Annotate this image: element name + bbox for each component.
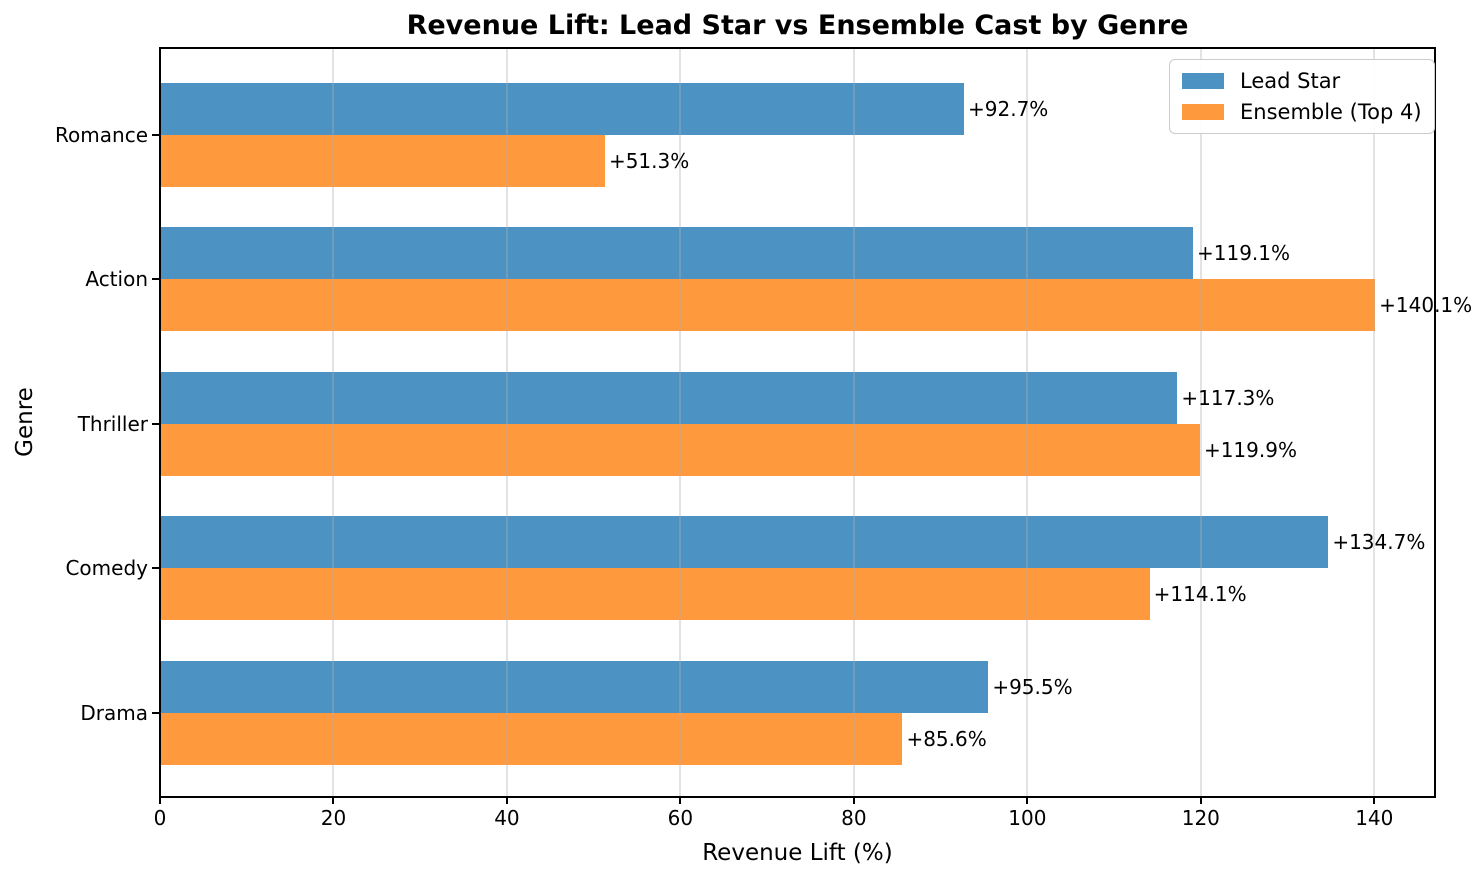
- y-tick-mark: [152, 134, 159, 136]
- y-tick-mark: [152, 567, 159, 570]
- x-axis-label: Revenue Lift (%): [702, 840, 893, 866]
- y-tick-label-romance: Romance: [55, 123, 148, 147]
- plot-area: +92.7% +119.1% +117.3% +134.7% +95.5% +51.3% +…: [160, 48, 1472, 797]
- x-tick-label: 0: [153, 806, 167, 830]
- bar-lead-star-drama: [160, 660, 989, 713]
- x-tick-mark: [852, 797, 855, 804]
- bar-lead-star-comedy: [160, 516, 1329, 569]
- y-tick-label-drama: Drama: [80, 700, 148, 725]
- bar-value-label: +134.7%: [1332, 530, 1426, 555]
- x-tick-mark: [332, 797, 335, 804]
- bar-lead-star-thriller: [160, 371, 1178, 424]
- x-tick-mark: [679, 797, 682, 804]
- bar-value-label: +92.7%: [968, 97, 1049, 121]
- bar-value-label: +119.9%: [1203, 437, 1297, 462]
- legend-item-ensemble: Ensemble (Top 4): [1182, 100, 1422, 124]
- gridline-x-100: [1026, 48, 1029, 797]
- y-tick-mark: [152, 278, 159, 281]
- bar-lead-star-action: [160, 227, 1193, 280]
- gridline-x-140: [1373, 48, 1376, 797]
- legend-label-lead-star: Lead Star: [1240, 69, 1341, 93]
- chart-title: Revenue Lift: Lead Star vs Ensemble Cast…: [406, 10, 1189, 41]
- bar-ensemble-top-4-drama: [160, 712, 903, 765]
- y-tick-mark: [152, 711, 159, 714]
- x-tick-mark: [1026, 797, 1029, 804]
- y-tick-label-thriller: Thriller: [77, 411, 148, 436]
- x-tick-label: 120: [1181, 806, 1220, 830]
- bar-value-label: +140.1%: [1379, 293, 1473, 318]
- legend-swatch-lead-star: [1182, 73, 1224, 89]
- bar-lead-star-romance: [160, 83, 965, 135]
- bar-value-label: +95.5%: [992, 674, 1073, 699]
- x-tick-label: 60: [667, 806, 694, 830]
- y-tick-label-comedy: Comedy: [65, 556, 148, 581]
- x-tick-label: 80: [841, 806, 867, 830]
- bar-value-label: +117.3%: [1181, 385, 1275, 410]
- legend-swatch-ensemble: [1182, 104, 1224, 120]
- x-tick-label: 140: [1355, 806, 1394, 830]
- bar-ensemble-top-4-action: [160, 279, 1376, 332]
- legend-item-lead-star: Lead Star: [1182, 69, 1422, 93]
- y-tick-mark: [152, 422, 159, 425]
- x-tick-mark: [1373, 797, 1376, 804]
- x-tick-label: 40: [494, 806, 520, 830]
- legend: Lead Star Ensemble (Top 4): [1169, 59, 1435, 134]
- bar-value-label: +114.1%: [1153, 582, 1247, 607]
- bar-ensemble-top-4-thriller: [160, 423, 1200, 476]
- x-tick-label: 20: [320, 806, 347, 830]
- y-tick-label-action: Action: [85, 267, 148, 292]
- bar-ensemble-top-4-comedy: [160, 568, 1150, 621]
- x-tick-mark: [505, 797, 508, 804]
- x-tick-mark: [159, 797, 161, 804]
- x-tick-mark: [1199, 797, 1202, 804]
- bar-value-label: +51.3%: [608, 149, 690, 173]
- gridline-x-40: [505, 48, 508, 797]
- legend-label-ensemble: Ensemble (Top 4): [1240, 100, 1422, 124]
- x-tick-label: 100: [1008, 806, 1047, 830]
- gridline-x-20: [332, 48, 335, 797]
- bar-value-label: +119.1%: [1197, 241, 1291, 266]
- gridline-x-80: [852, 48, 855, 797]
- gridline-x-120: [1199, 48, 1202, 797]
- gridline-x-60: [679, 48, 682, 797]
- bar-value-label: +85.6%: [906, 726, 987, 751]
- bar-ensemble-top-4-romance: [160, 135, 605, 187]
